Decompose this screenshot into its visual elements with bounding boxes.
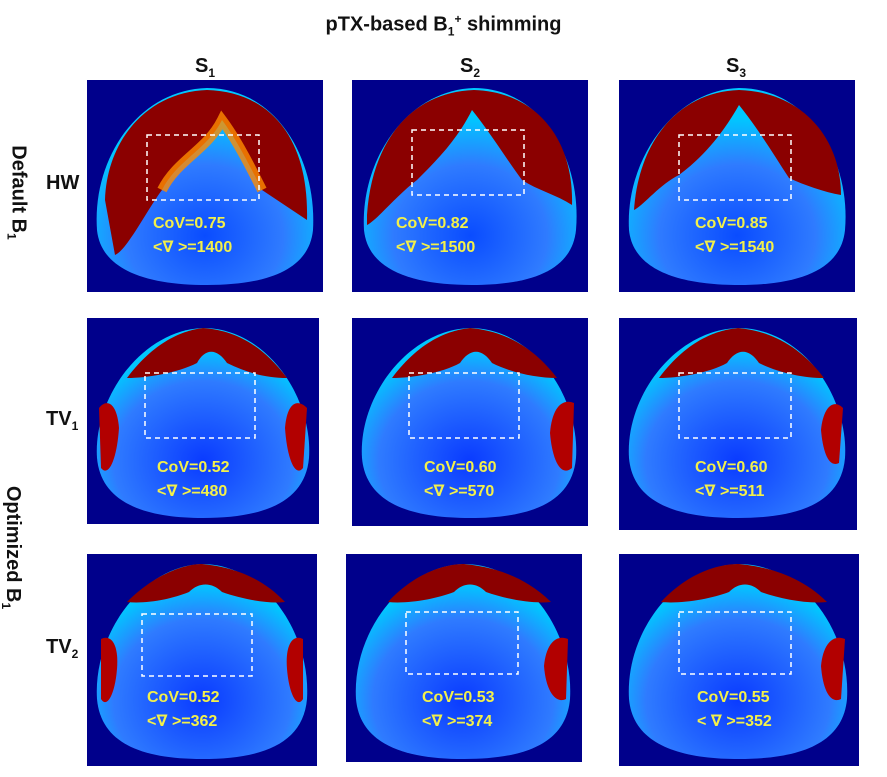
stat-block: CoV=0.82 <∇ >=1500 (396, 215, 476, 256)
map-panel-tv1-s2: CoV=0.60 <∇ >=570 (352, 318, 588, 526)
figure-title: pTX-based B1+ shimming (325, 12, 562, 39)
stat-block: CoV=0.52 <∇ >=480 (157, 459, 230, 500)
map-panel-hw-s2: CoV=0.82 <∇ >=1500 (352, 80, 588, 292)
row-header-tv1: TV1 (46, 408, 79, 433)
b1-map-tv2-s2 (355, 564, 571, 759)
b1-map-tv1-s2 (361, 328, 577, 518)
map-panel-hw-s1: CoV=0.75 <∇ >=1400 (87, 80, 323, 292)
row-header-tv2: TV2 (46, 636, 79, 661)
b1-map-hw-s2 (363, 88, 577, 285)
map-panel-tv2-s1: CoV=0.52 <∇ >=362 (87, 554, 317, 766)
column-header-s3: S3 (725, 55, 747, 80)
b1-map-tv2-s3 (628, 564, 848, 759)
map-panel-tv2-s2: CoV=0.53 <∇ >=374 (346, 554, 582, 762)
map-panel-tv1-s3: CoV=0.60 <∇ >=511 (619, 318, 857, 530)
b1-map-tv1-s1 (96, 328, 310, 518)
stat-block: CoV=0.60 <∇ >=511 (695, 459, 768, 500)
side-label-default: Default B1 (4, 145, 30, 240)
stat-block: CoV=0.85 <∇ >=1540 (695, 215, 775, 256)
stat-block: CoV=0.75 <∇ >=1400 (153, 215, 233, 256)
column-header-s2: S2 (459, 55, 481, 80)
stat-block: CoV=0.52 <∇ >=362 (147, 689, 220, 730)
stat-block: CoV=0.53 <∇ >=374 (422, 689, 495, 730)
map-panel-tv2-s3: CoV=0.55 < ∇ >=352 (619, 554, 859, 766)
b1-map-tv1-s3 (628, 328, 846, 518)
row-header-hw: HW (46, 172, 80, 194)
column-header-s1: S1 (194, 55, 216, 80)
stat-block: CoV=0.55 < ∇ >=352 (697, 689, 772, 730)
b1-map-hw-s1 (96, 88, 314, 285)
stat-block: CoV=0.60 <∇ >=570 (424, 459, 497, 500)
map-panel-tv1-s1: CoV=0.52 <∇ >=480 (87, 318, 319, 524)
b1-map-tv2-s1 (96, 564, 308, 759)
b1-map-hw-s3 (628, 88, 846, 285)
map-panel-hw-s3: CoV=0.85 <∇ >=1540 (619, 80, 855, 292)
side-label-optimized: Optimized B1 (0, 485, 25, 610)
